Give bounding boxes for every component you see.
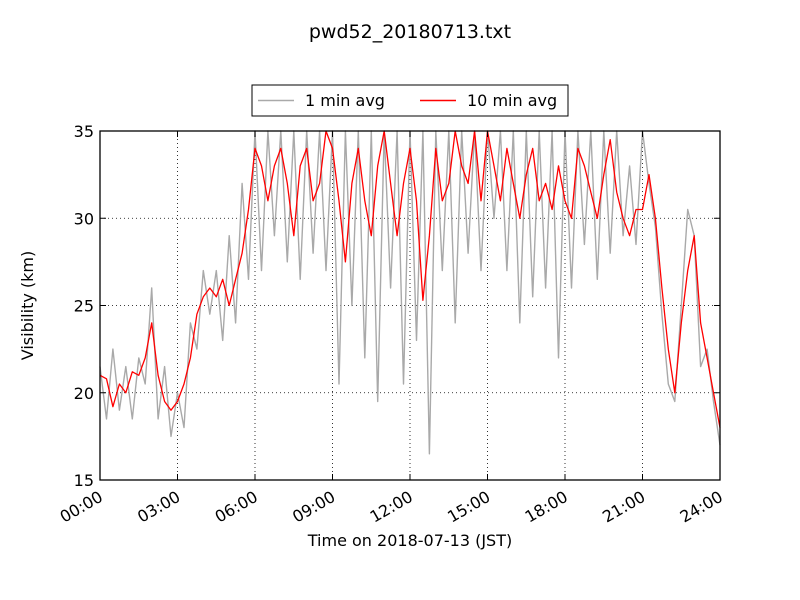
y-tick-label-0: 15 [74,471,94,490]
grid-lines [100,131,720,480]
legend-label-10min: 10 min avg [467,91,557,110]
series-1 [99,130,721,428]
y-tick-label-1: 20 [74,384,94,403]
chart-title: pwd52_20180713.txt [309,21,511,43]
y-axis-label: Visibility (km) [18,251,37,360]
legend-box [251,84,569,117]
legend-label-1min: 1 min avg [305,91,385,110]
series-line-1 [99,130,721,428]
x-axis-label: Time on 2018-07-13 (JST) [307,531,512,550]
y-tick-label-2: 25 [74,297,94,316]
y-tick-label-4: 35 [74,122,94,141]
y-tick-label-3: 30 [74,209,94,228]
legend: 1 min avg 10 min avg [251,84,569,117]
